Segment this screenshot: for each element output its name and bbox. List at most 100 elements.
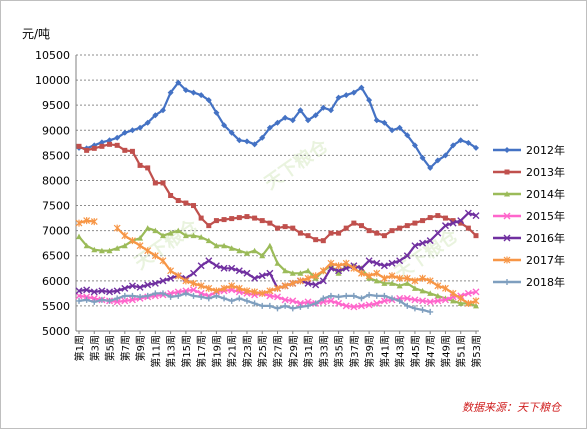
data-point	[457, 300, 464, 306]
data-point	[198, 234, 205, 240]
data-point	[243, 297, 250, 304]
data-point	[457, 137, 464, 144]
data-point	[403, 294, 411, 302]
data-point	[190, 279, 197, 287]
data-point	[350, 264, 358, 272]
x-tick-label: 第33周	[317, 335, 330, 368]
data-point	[434, 292, 441, 299]
x-tick-label: 第53周	[470, 335, 483, 368]
data-point	[442, 152, 449, 159]
data-point	[83, 242, 90, 249]
data-point	[411, 142, 418, 149]
data-point	[464, 289, 472, 297]
legend-item: 2012年	[493, 143, 565, 157]
data-point	[350, 303, 358, 311]
data-point	[128, 296, 136, 304]
data-point	[305, 302, 312, 309]
data-point	[205, 295, 212, 302]
y-tick-label: 7500	[42, 200, 70, 213]
data-point	[297, 230, 303, 236]
legend-label: 2013年	[526, 165, 565, 179]
data-point	[251, 300, 258, 307]
series-2012年	[76, 79, 479, 171]
y-tick-label: 10500	[35, 49, 70, 62]
data-point	[106, 137, 113, 144]
data-point	[351, 220, 357, 226]
data-point	[420, 218, 426, 224]
legend-label: 2016年	[526, 231, 565, 245]
data-point	[503, 256, 511, 264]
data-point	[381, 119, 388, 126]
data-point	[442, 215, 448, 221]
data-point	[327, 259, 335, 267]
data-point	[213, 218, 219, 224]
data-point	[426, 237, 434, 245]
legend-label: 2018年	[526, 275, 565, 289]
data-point	[304, 274, 312, 282]
legend-item: 2018年	[493, 275, 565, 289]
data-point	[243, 287, 251, 295]
data-point	[403, 274, 411, 282]
data-point	[90, 218, 98, 226]
data-point	[373, 277, 380, 284]
legend-item: 2016年	[493, 231, 565, 245]
data-point	[236, 247, 243, 254]
data-point	[159, 232, 166, 239]
data-point	[159, 107, 166, 114]
x-tick-label: 第3周	[88, 335, 101, 361]
data-point	[152, 227, 159, 234]
x-tick-label: 第27周	[272, 335, 285, 368]
data-point	[136, 283, 144, 291]
data-point	[206, 223, 212, 229]
data-point	[75, 219, 83, 227]
data-point	[197, 289, 205, 297]
data-point	[228, 282, 236, 290]
x-tick-label: 第17周	[195, 335, 208, 368]
data-point	[251, 247, 258, 254]
data-point	[190, 89, 197, 96]
data-point	[175, 198, 181, 204]
data-point	[205, 237, 212, 244]
data-point	[473, 144, 479, 151]
data-point	[144, 119, 151, 126]
data-point	[373, 292, 380, 299]
data-point	[289, 270, 296, 276]
legend: 2012年 2013年 2014年 2015年 2016年 2017年 2018年	[493, 143, 565, 289]
series-2018年	[76, 290, 434, 315]
data-point	[152, 112, 159, 119]
data-point	[90, 288, 98, 296]
data-point	[336, 230, 342, 236]
data-point	[281, 282, 289, 290]
x-tick-label: 第19周	[210, 335, 223, 368]
data-point	[327, 297, 335, 305]
data-point	[427, 308, 434, 315]
data-point	[342, 259, 350, 267]
data-point	[145, 165, 151, 171]
data-point	[266, 302, 273, 309]
data-point	[98, 296, 105, 303]
data-point	[98, 287, 106, 295]
data-point	[366, 228, 372, 234]
data-point	[98, 247, 105, 254]
data-point	[282, 267, 289, 274]
legend-label: 2014年	[526, 187, 565, 201]
data-point	[91, 145, 97, 151]
data-point	[243, 250, 250, 256]
data-point	[274, 119, 281, 126]
data-point	[106, 247, 113, 254]
data-point	[144, 281, 152, 289]
data-point	[389, 127, 396, 134]
data-point	[504, 147, 510, 153]
x-tick-label: 第11周	[149, 335, 162, 368]
data-point	[335, 94, 342, 101]
data-point	[327, 107, 334, 114]
data-point	[282, 302, 289, 309]
x-tick-label: 第43周	[394, 335, 407, 368]
data-point	[342, 302, 350, 310]
data-point	[221, 242, 228, 249]
data-point	[137, 293, 144, 300]
x-tick-label: 第41周	[378, 335, 391, 368]
data-point	[113, 287, 121, 295]
data-point	[213, 109, 220, 116]
data-point	[243, 138, 250, 145]
